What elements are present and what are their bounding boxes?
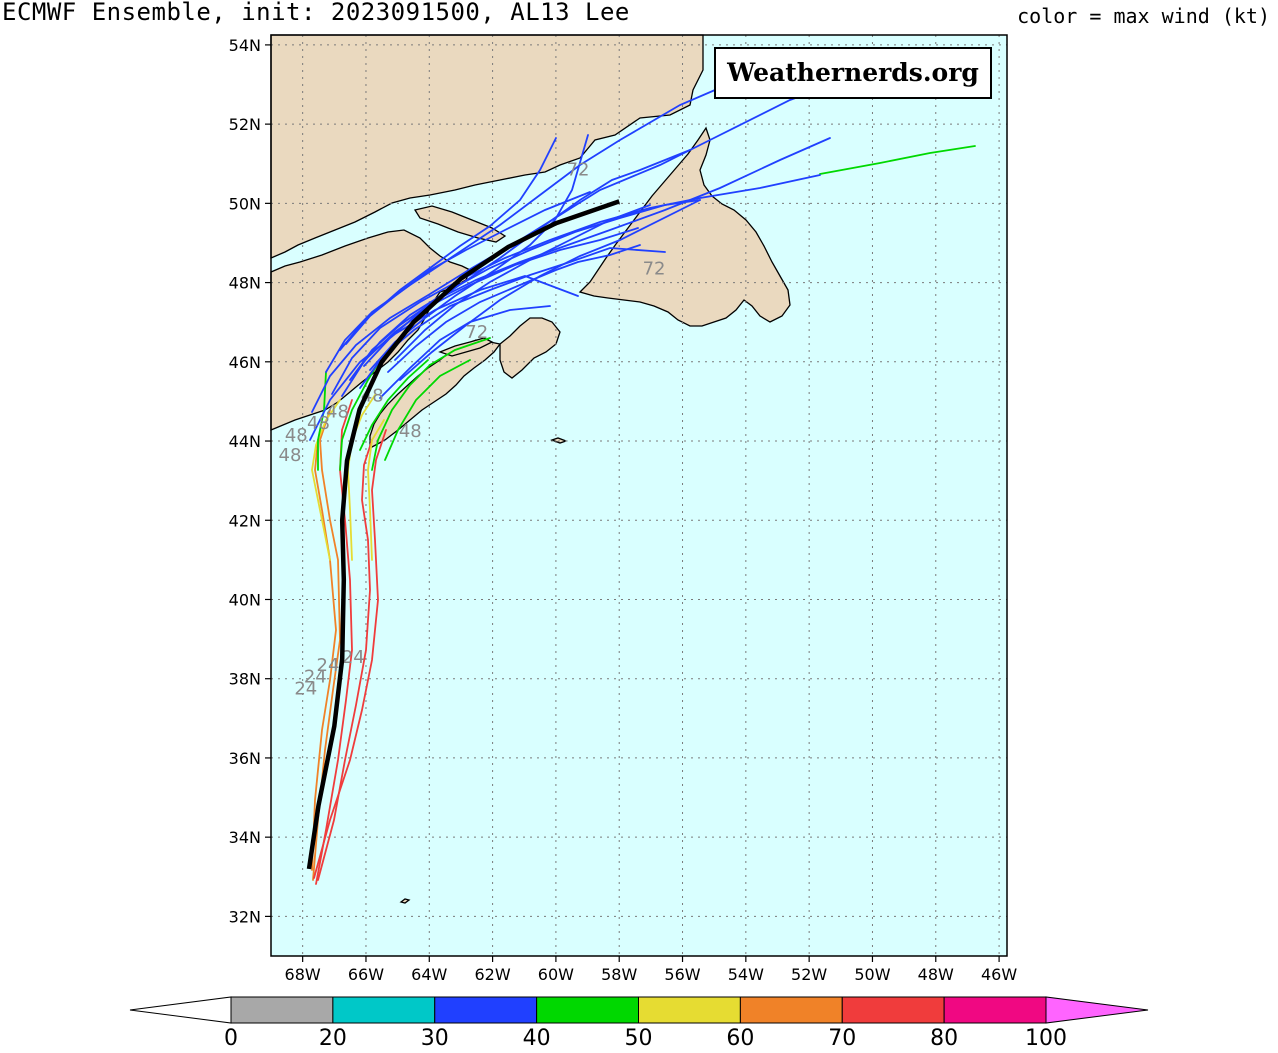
member-track [399,199,701,381]
lat-tick-label: 54N [229,36,261,55]
colorbar-segment [434,996,538,1024]
lat-tick-label: 32N [229,907,261,926]
forecast-hour-label: 48 [399,421,422,442]
colorbar-label: 40 [523,1026,551,1051]
member-track [371,337,491,471]
ensemble-mean-track [306,199,620,870]
member-track [819,145,976,175]
member-track [387,244,641,373]
colorbar-under-arrow [129,996,232,1024]
lat-tick-label: 44N [229,432,261,451]
lon-tick-label: 62W [474,965,510,984]
lat-tick-label: 40N [229,590,261,609]
colorbar-segment [230,996,334,1024]
member-track [384,359,471,461]
lon-tick-label: 58W [601,965,637,984]
forecast-hour-label: 24 [342,647,365,668]
lon-tick-label: 68W [285,965,321,984]
colorbar-segment [943,996,1047,1024]
forecast-hour-label: 24 [304,667,327,688]
lat-tick-label: 48N [229,274,261,293]
member-track [311,439,337,871]
member-track [339,359,381,471]
member-track [339,191,591,351]
bermuda [399,898,411,904]
colorbar-label: 80 [930,1026,958,1051]
quebec-labrador [270,34,704,259]
member-track [317,439,373,881]
anticosti-island [413,205,507,243]
colorbar-segment [841,996,945,1024]
lon-tick-label: 66W [348,965,384,984]
lat-tick-label: 46N [229,353,261,372]
colorbar-label: 0 [224,1026,238,1051]
forecast-hour-label: 48 [326,401,349,422]
forecast-hour-label: 72 [465,322,488,343]
lon-tick-label: 64W [411,965,447,984]
colorbar-label: 30 [421,1026,449,1051]
forecast-hour-label: 24 [317,655,340,676]
member-track [394,204,651,361]
colorbar-label: 20 [319,1026,347,1051]
colorbar-segment [739,996,843,1024]
colorbar-segment [638,996,741,1024]
member-track [359,359,429,451]
lat-tick-label: 36N [229,749,261,768]
lon-tick-label: 52W [791,965,827,984]
lat-tick-label: 50N [229,194,261,213]
member-track [311,399,341,561]
colorbar-label: 50 [625,1026,653,1051]
map-frame [270,34,1008,957]
forecast-hour-label: 48 [307,413,330,434]
lat-tick-label: 52N [229,115,261,134]
member-track [317,371,327,471]
forecast-hour-label: 48 [279,445,302,466]
lat-tick-label: 34N [229,828,261,847]
colorbar-segment [536,996,639,1024]
colorbar-label: 60 [726,1026,754,1051]
newfoundland [578,126,791,327]
forecast-hour-label: 72 [567,160,590,181]
member-track [367,419,385,561]
longitude-labels: 68W 66W 64W 62W 60W 58W 56W 54W 52W 50W 48W 46W [285,956,1017,984]
lon-tick-label: 48W [918,965,954,984]
chart-title: ECMWF Ensemble, init: 2023091500, AL13 L… [2,0,630,26]
forecast-hour-label: 24 [294,679,317,700]
lon-tick-label: 56W [664,965,700,984]
forecast-hour-label: 48 [285,425,308,446]
lat-tick-label: 42N [229,511,261,530]
colorbar-label: 70 [828,1026,856,1051]
lon-tick-label: 50W [854,965,890,984]
latitude-labels: 32N 34N 36N 38N 40N 42N 44N 46N 48N 50N 52N 54N [229,36,271,926]
colorbar-segment [332,996,436,1024]
lon-tick-label: 60W [538,965,574,984]
color-legend-title: color = max wind (kt) [1017,4,1270,28]
lon-tick-label: 46W [981,965,1017,984]
forecast-hour-label: 72 [643,259,666,280]
member-track [331,174,821,395]
colorbar-label: 100 [1025,1026,1067,1051]
lon-tick-label: 54W [728,965,764,984]
member-track [379,305,551,399]
wind-colorbar: 0 20 30 40 50 60 70 80 100 [129,996,1149,1051]
watermark-logo: Weathernerds.org [714,47,992,99]
colorbar-over-arrow [1045,996,1149,1024]
lat-tick-label: 38N [229,670,261,689]
